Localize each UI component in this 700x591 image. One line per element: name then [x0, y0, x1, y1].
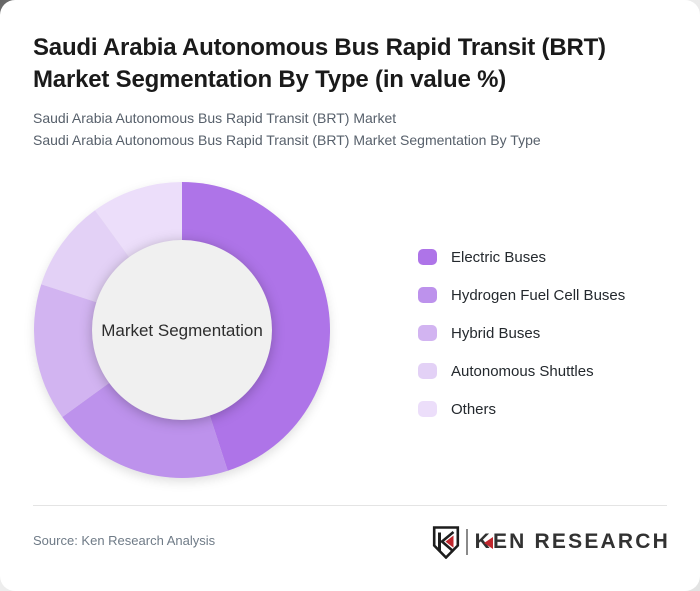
legend-swatch-others [418, 401, 437, 417]
logo-text-rest: EN RESEARCH [492, 530, 670, 553]
legend-swatch-electric-buses [418, 249, 437, 265]
legend: Electric Buses Hydrogen Fuel Cell Buses Hy… [418, 238, 625, 428]
legend-item-hydrogen-fuel-cell-buses[interactable]: Hydrogen Fuel Cell Buses [418, 276, 625, 314]
page-title: Saudi Arabia Autonomous Bus Rapid Transi… [33, 32, 606, 96]
page-title-line2: Market Segmentation By Type (in value %) [33, 66, 506, 93]
legend-swatch-hydrogen-fuel-cell-buses [418, 287, 437, 303]
donut-center-label: Market Segmentation [101, 321, 263, 340]
legend-item-hybrid-buses[interactable]: Hybrid Buses [418, 314, 625, 352]
legend-label-autonomous-shuttles: Autonomous Shuttles [451, 362, 594, 380]
donut-chart: Market Segmentation [34, 182, 331, 479]
legend-swatch-hybrid-buses [418, 325, 437, 341]
subtitle-line2: Saudi Arabia Autonomous Bus Rapid Transi… [33, 132, 541, 148]
legend-label-hybrid-buses: Hybrid Buses [451, 324, 541, 342]
legend-label-electric-buses: Electric Buses [451, 248, 547, 266]
legend-label-others: Others [451, 400, 497, 418]
legend-item-autonomous-shuttles[interactable]: Autonomous Shuttles [418, 352, 625, 390]
donut-hole [92, 240, 272, 420]
legend-label-hydrogen-fuel-cell-buses: Hydrogen Fuel Cell Buses [451, 286, 626, 304]
ken-research-shield-icon [432, 525, 459, 559]
ken-research-logo: K EN RESEARCH [432, 525, 670, 559]
logo-divider-bar [465, 529, 468, 555]
source-text: Source: Ken Research Analysis [33, 533, 216, 548]
logo-red-triangle-icon [483, 536, 493, 549]
page-title-line1: Saudi Arabia Autonomous Bus Rapid Transi… [33, 34, 606, 61]
legend-item-others[interactable]: Others [418, 390, 625, 428]
chart-subtitle: Saudi Arabia Autonomous Bus Rapid Transi… [33, 107, 541, 151]
footer-divider [33, 505, 667, 506]
legend-item-electric-buses[interactable]: Electric Buses [418, 238, 625, 276]
logo-text: K EN RESEARCH [475, 530, 670, 554]
subtitle-line1: Saudi Arabia Autonomous Bus Rapid Transi… [33, 110, 397, 126]
legend-swatch-autonomous-shuttles [418, 363, 437, 379]
